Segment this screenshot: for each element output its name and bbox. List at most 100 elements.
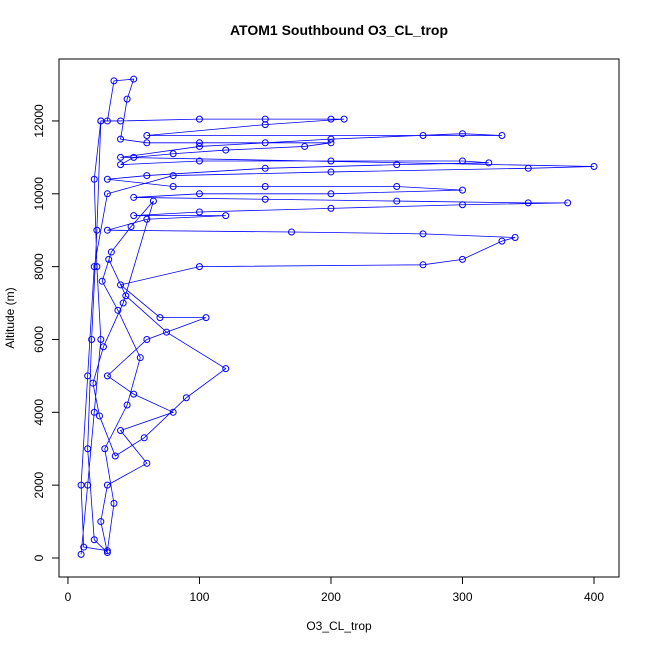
data-point (123, 95, 131, 103)
data-point (84, 372, 92, 380)
data-point (143, 335, 151, 343)
data-point (195, 263, 203, 271)
data-point (111, 452, 119, 460)
data-point (458, 201, 466, 209)
data-point (156, 314, 164, 322)
data-point (498, 132, 506, 140)
data-point (485, 159, 493, 167)
data-point (89, 379, 97, 387)
data-point (143, 139, 151, 147)
data-point (130, 390, 138, 398)
data-point (393, 161, 401, 169)
x-tick-label: 100 (189, 590, 209, 604)
data-point (96, 412, 104, 420)
data-point (327, 115, 335, 123)
data-point (103, 175, 111, 183)
y-tick-label: 0 (32, 554, 46, 561)
data-point (564, 199, 572, 207)
y-tick-label: 4000 (32, 399, 46, 426)
data-point (222, 146, 230, 154)
x-tick-label: 300 (452, 590, 472, 604)
data-point (195, 190, 203, 198)
data-point (117, 135, 125, 143)
data-point (98, 277, 106, 285)
data-point (301, 142, 309, 150)
data-point (93, 226, 101, 234)
data-point (103, 547, 111, 555)
data-point (222, 212, 230, 220)
data-point (130, 75, 138, 83)
data-point (130, 212, 138, 220)
data-point (261, 195, 269, 203)
data-point (103, 549, 111, 557)
chart-title: ATOM1 Southbound O3_CL_trop (230, 22, 448, 38)
data-point (261, 183, 269, 191)
data-point (143, 132, 151, 140)
data-point (97, 335, 105, 343)
data-point (103, 481, 111, 489)
data-point (261, 164, 269, 172)
data-point (327, 168, 335, 176)
data-point (419, 132, 427, 140)
data-point (458, 130, 466, 138)
y-tick-label: 8000 (32, 253, 46, 280)
data-point (222, 365, 230, 373)
y-tick-label: 10000 (32, 177, 46, 211)
x-tick-label: 200 (321, 590, 341, 604)
data-point (119, 299, 127, 307)
data-point (524, 199, 532, 207)
x-tick-label: 0 (65, 590, 72, 604)
data-point (122, 292, 130, 300)
data-point (77, 550, 85, 558)
data-point (524, 164, 532, 172)
data-point (77, 481, 85, 489)
data-point (114, 306, 122, 314)
data-point (117, 117, 125, 125)
data-point (458, 255, 466, 263)
data-point (103, 226, 111, 234)
data-point (498, 237, 506, 245)
data-point (195, 157, 203, 165)
data-point (107, 248, 115, 256)
data-point (117, 161, 125, 169)
data-point (127, 223, 135, 231)
data-point (93, 263, 101, 271)
data-point (458, 157, 466, 165)
data-line (80, 78, 595, 555)
data-point (340, 115, 348, 123)
y-tick-label: 2000 (32, 471, 46, 498)
data-point (143, 459, 151, 467)
data-point (195, 142, 203, 150)
data-point (99, 343, 107, 351)
data-point (110, 77, 118, 85)
data-point (84, 481, 92, 489)
data-point (90, 408, 98, 416)
data-point (202, 314, 210, 322)
data-point (419, 230, 427, 238)
x-tick-label: 400 (584, 590, 604, 604)
data-point (327, 157, 335, 165)
data-point (103, 117, 111, 125)
data-point (90, 175, 98, 183)
y-tick-label: 6000 (32, 326, 46, 353)
data-point (261, 139, 269, 147)
data-point (169, 408, 177, 416)
data-point (97, 518, 105, 526)
data-point (327, 190, 335, 198)
y-axis-label: Altitude (m) (3, 287, 17, 348)
data-point (327, 204, 335, 212)
data-point (169, 183, 177, 191)
data-point (117, 153, 125, 161)
data-point (143, 215, 151, 223)
data-point (195, 139, 203, 147)
data-point (327, 135, 335, 143)
data-point (590, 162, 598, 170)
data-point (123, 401, 131, 409)
data-point (163, 328, 171, 336)
data-point (261, 121, 269, 129)
data-point (288, 228, 296, 236)
data-point (136, 354, 144, 362)
data-point (90, 263, 98, 271)
data-point (327, 139, 335, 147)
